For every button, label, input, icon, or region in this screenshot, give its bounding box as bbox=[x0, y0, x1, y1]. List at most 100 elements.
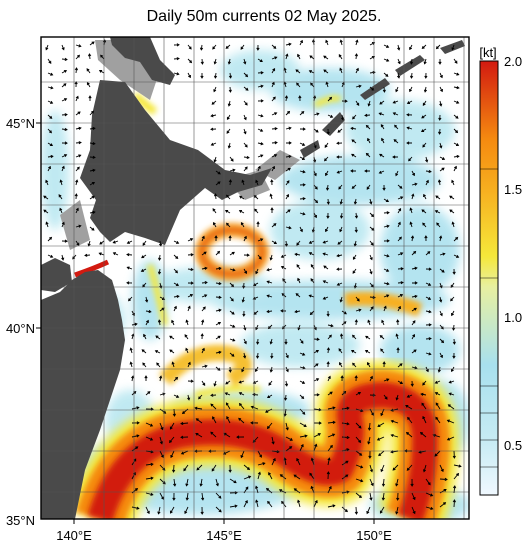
current-arrow bbox=[257, 165, 261, 172]
current-arrow bbox=[172, 492, 176, 501]
current-arrow bbox=[184, 506, 189, 515]
current-arrow bbox=[434, 210, 441, 214]
current-arrow bbox=[355, 422, 362, 429]
current-arrow bbox=[447, 404, 455, 410]
current-arrow bbox=[210, 393, 217, 397]
current-arrow bbox=[226, 128, 231, 134]
current-arrow bbox=[432, 433, 441, 438]
current-arrow bbox=[355, 39, 359, 46]
current-arrow bbox=[201, 492, 205, 501]
current-arrow bbox=[257, 58, 263, 63]
current-arrow bbox=[257, 471, 261, 480]
current-arrow bbox=[284, 380, 289, 387]
current-arrow bbox=[434, 450, 441, 457]
current-arrow bbox=[313, 443, 318, 452]
current-arrow bbox=[159, 436, 163, 445]
current-arrow bbox=[61, 154, 68, 158]
current-vectors bbox=[43, 39, 462, 515]
current-arrow bbox=[236, 435, 245, 439]
current-arrow bbox=[159, 296, 166, 300]
current-arrow bbox=[266, 422, 273, 430]
current-arrow bbox=[145, 476, 154, 480]
current-arrow bbox=[225, 44, 231, 49]
current-arrow bbox=[229, 310, 235, 315]
current-arrow bbox=[229, 324, 236, 328]
current-arrow bbox=[210, 431, 217, 438]
current-arrow bbox=[213, 380, 217, 387]
current-arrow bbox=[156, 362, 161, 368]
lat-label-45: 45°N bbox=[6, 116, 35, 131]
current-arrow bbox=[395, 394, 399, 401]
current-arrow bbox=[145, 492, 154, 496]
current-arrow bbox=[61, 83, 67, 88]
current-arrow bbox=[411, 250, 417, 256]
current-arrow bbox=[406, 464, 413, 471]
current-arrow bbox=[257, 99, 264, 103]
current-arrow bbox=[453, 165, 457, 172]
current-arrow bbox=[453, 142, 460, 146]
current-arrow bbox=[173, 394, 180, 398]
current-arrow bbox=[269, 193, 273, 200]
current-arrow bbox=[411, 170, 415, 177]
current-arrow bbox=[339, 212, 344, 219]
current-arrow bbox=[353, 198, 358, 205]
current-arrow bbox=[145, 296, 149, 303]
current-arrow bbox=[126, 240, 133, 244]
current-arrow bbox=[213, 58, 217, 65]
current-arrow bbox=[437, 366, 441, 373]
current-arrow bbox=[285, 110, 291, 116]
current-arrow bbox=[354, 319, 358, 326]
current-arrow bbox=[355, 100, 360, 106]
current-arrow bbox=[187, 72, 191, 79]
current-arrow bbox=[238, 417, 245, 424]
current-arrow bbox=[397, 281, 404, 285]
colorbar-unit: [kt] bbox=[479, 45, 496, 60]
current-arrow bbox=[338, 184, 343, 190]
current-arrow bbox=[215, 506, 222, 513]
current-arrow bbox=[98, 252, 105, 256]
current-arrow bbox=[352, 362, 357, 368]
current-arrow bbox=[61, 239, 68, 243]
current-arrow bbox=[250, 405, 259, 410]
current-arrow bbox=[142, 362, 147, 368]
current-arrow bbox=[310, 264, 315, 270]
current-arrow bbox=[240, 221, 245, 228]
current-arrow bbox=[397, 363, 403, 368]
current-arrow bbox=[439, 100, 443, 107]
current-arrow bbox=[61, 44, 65, 51]
current-arrow bbox=[215, 250, 221, 256]
current-arrow bbox=[299, 422, 307, 428]
current-arrow bbox=[173, 294, 180, 299]
current-arrow bbox=[322, 296, 329, 300]
current-arrow bbox=[295, 293, 301, 298]
current-arrow bbox=[43, 209, 49, 214]
sakhalin-land bbox=[110, 37, 175, 85]
current-arrow bbox=[439, 310, 443, 317]
current-arrow bbox=[285, 126, 292, 130]
current-arrow bbox=[411, 281, 418, 285]
colorbar-tick-0-5: 0.5 bbox=[504, 438, 522, 453]
current-arrow bbox=[128, 296, 133, 302]
current-arrow bbox=[425, 156, 429, 163]
current-arrow bbox=[411, 193, 415, 200]
current-arrow bbox=[75, 179, 79, 186]
current-arrow bbox=[47, 100, 54, 104]
current-arrow bbox=[425, 323, 432, 327]
current-arrow bbox=[381, 319, 385, 326]
current-arrow bbox=[379, 100, 385, 105]
current-arrow bbox=[213, 193, 218, 200]
current-arrow bbox=[369, 254, 373, 261]
current-arrow bbox=[285, 436, 293, 441]
current-arrow bbox=[351, 139, 357, 144]
current-arrow bbox=[285, 42, 292, 46]
current-arrow bbox=[405, 405, 413, 410]
current-arrow bbox=[255, 499, 259, 508]
current-arrow bbox=[61, 254, 65, 261]
current-arrow bbox=[142, 240, 147, 246]
current-arrow bbox=[268, 472, 273, 480]
current-arrow bbox=[383, 378, 390, 382]
current-arrow bbox=[61, 57, 68, 62]
current-arrow bbox=[341, 435, 350, 440]
current-arrow bbox=[271, 165, 275, 172]
current-arrow bbox=[243, 253, 250, 257]
